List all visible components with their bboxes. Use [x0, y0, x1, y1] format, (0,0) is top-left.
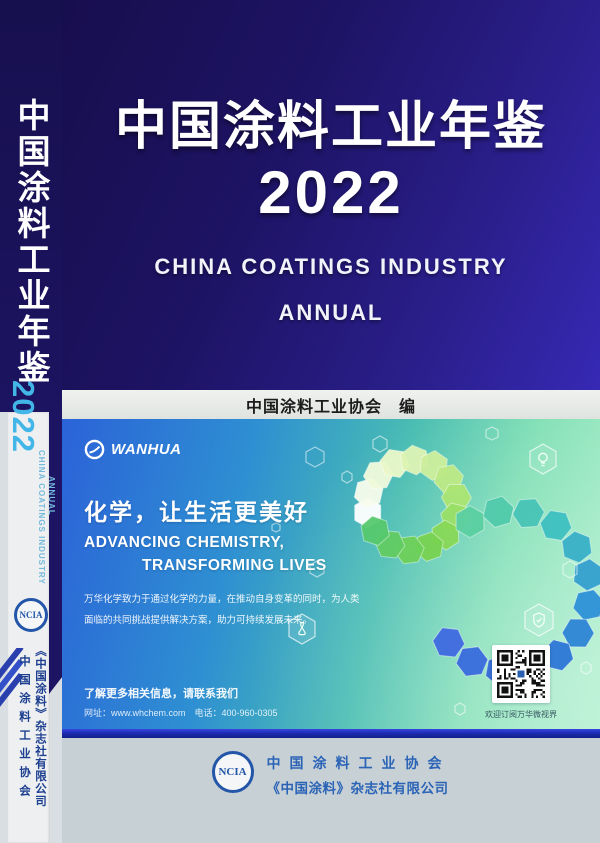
qr-code [492, 645, 550, 703]
outline-hexagon [372, 435, 388, 453]
spine-english-subtitle: CHINA COATINGS INDUSTRY ANNUAL [37, 450, 56, 585]
outline-hexagon [341, 470, 353, 484]
banner-contact-heading: 了解更多相关信息，请联系我们 [84, 688, 238, 700]
ncia-logo-icon: NCIA [211, 751, 254, 793]
spine-title: 中国涂料工业年鉴 [13, 98, 50, 386]
spine-navy-column [49, 412, 62, 694]
wanhua-swirl-icon [84, 439, 105, 460]
qr-caption: 欢迎订阅万华微视界 [485, 710, 557, 719]
shield-check-icon [524, 603, 554, 637]
outline-hexagon [305, 446, 325, 468]
outline-hexagon [580, 661, 592, 675]
spine-association-name: 中国涂料工业协会 [18, 655, 30, 803]
wanhua-brand-logo: WANHUA [84, 439, 182, 460]
editor-credit-text: 中国涂料工业协会 编 [245, 398, 416, 416]
qr-code-graphic [497, 650, 545, 698]
spine-publisher-name: 《中国涂料》杂志社有限公司 [34, 645, 46, 808]
editor-credit-band: 中国涂料工业协会 编 [62, 390, 600, 419]
lightbulb-icon [529, 443, 557, 475]
cover-year: 2022 [258, 159, 404, 226]
separator-bar [62, 729, 600, 738]
outline-hexagon [485, 426, 499, 441]
cover-english-subtitle: CHINA COATINGS INDUSTRY ANNUAL [154, 254, 508, 325]
outline-hexagon [562, 560, 578, 579]
banner-body-text: 万华化学致力于通过化学的力量，在推动自身变革的同时，为人类 面临的共同挑战提供解… [84, 594, 360, 626]
spine-year: 2022 [6, 380, 41, 453]
outline-hexagon [454, 702, 466, 716]
banner-contact-details: 网址：www.whchem.com 电话：400-960-0305 [84, 708, 278, 718]
cover-top-section: 中国涂料工业年鉴 2022 CHINA COATINGS INDUSTRY AN… [62, 0, 600, 390]
footer-publisher-name: 《中国涂料》杂志社有限公司 [266, 781, 449, 796]
publisher-footer: NCIA 中国涂料工业协会 《中国涂料》杂志社有限公司 [62, 738, 600, 843]
cover-title: 中国涂料工业年鉴 [114, 98, 547, 156]
book-spine: 中国涂料工业年鉴 2022 CHINA COATINGS INDUSTRY AN… [0, 0, 62, 843]
banner-slogan-chinese: 化学，让生活更美好 [84, 499, 309, 525]
footer-association-name: 中国涂料工业协会 [266, 755, 451, 771]
ncia-logo-icon: NCIA [14, 598, 48, 632]
wanhua-ad-banner: WANHUA 化学，让生活更美好 ADVANCING CHEMISTRY, TR… [62, 419, 600, 729]
footer-text-block: 中国涂料工业协会 《中国涂料》杂志社有限公司 [267, 751, 451, 797]
banner-slogan-english: ADVANCING CHEMISTRY, TRANSFORMING LIVES [84, 534, 327, 574]
